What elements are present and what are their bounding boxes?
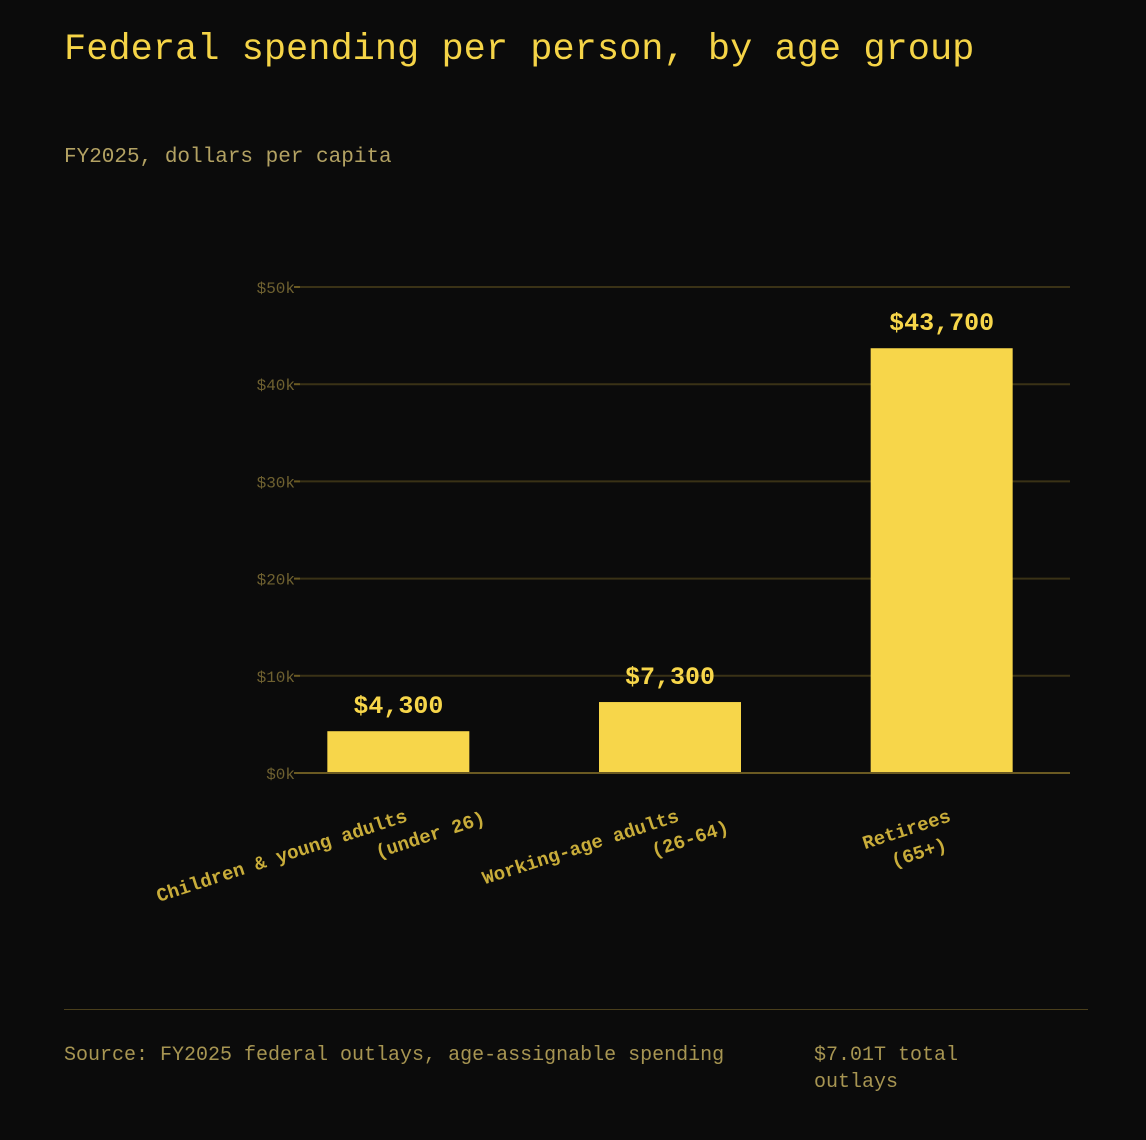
y-tick-label: $10k <box>257 669 295 687</box>
bar-chart: $0k $10k $20k $30k $40k $50k $4,300 Children & … <box>154 280 1070 908</box>
category-label: Retirees(65+) <box>860 806 954 873</box>
bar <box>870 348 1013 773</box>
chart-title: Federal spending per person, by age grou… <box>64 29 975 71</box>
category-label: Children & young adults(under 26) <box>154 806 488 908</box>
bar-value-label: $4,300 <box>353 692 443 721</box>
bar-value-label: $43,700 <box>889 309 994 338</box>
source-note: Source: FY2025 federal outlays, age-assi… <box>64 1044 725 1067</box>
y-tick-label: $0k <box>266 766 295 784</box>
bar <box>599 702 741 773</box>
y-tick-label: $50k <box>257 280 295 298</box>
footer-divider <box>64 1009 1088 1010</box>
chart-subtitle: FY2025, dollars per capita <box>64 146 392 169</box>
y-tick-label: $30k <box>257 474 295 492</box>
bar <box>327 731 470 773</box>
total-outlays-note: $7.01T total outlays <box>814 1044 959 1094</box>
y-tick-label: $40k <box>257 377 295 395</box>
y-tick-label: $20k <box>257 572 295 590</box>
category-label-line: Children & young adults <box>154 806 410 908</box>
category-label: Working-age adults(26-64) <box>480 806 732 890</box>
bar-value-label: $7,300 <box>625 663 715 692</box>
